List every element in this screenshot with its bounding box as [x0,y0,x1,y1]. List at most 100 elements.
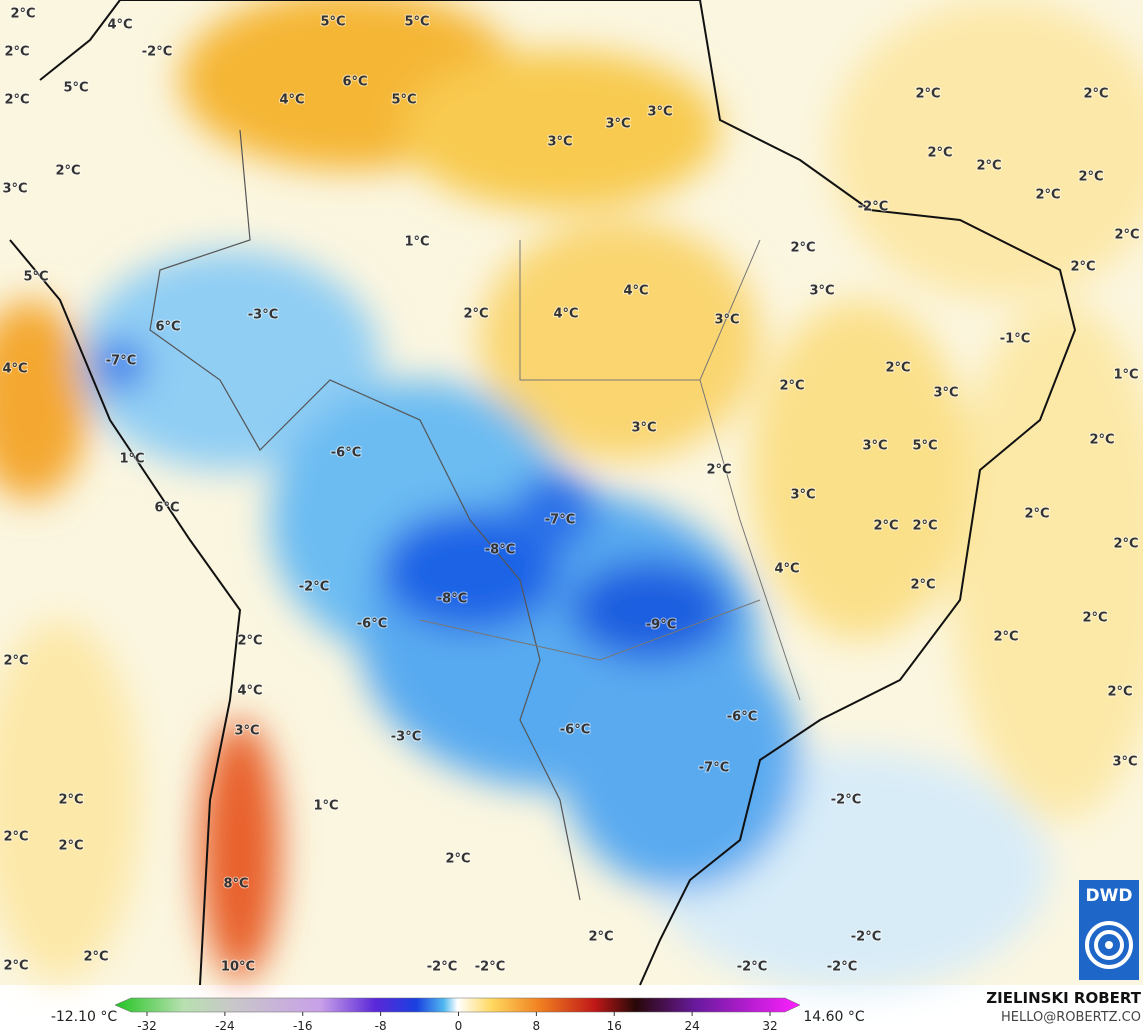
colorbar-ticks: -32 -24 -16 -8 0 8 16 24 32 [137,1012,778,1033]
temperature-label: -2°C [827,960,857,975]
temperature-label: 3°C [547,135,572,150]
temperature-label: -6°C [331,446,361,461]
temperature-label: 2°C [4,93,29,108]
temperature-label: 2°C [58,793,83,808]
temperature-label: 3°C [862,439,887,454]
dwd-logo: DWD [1079,880,1139,980]
temperature-label: 2°C [10,7,35,22]
temperature-label: 2°C [927,146,952,161]
temperature-label: 2°C [1024,507,1049,522]
temperature-label: 4°C [237,684,262,699]
temperature-label: 3°C [1112,755,1137,770]
temperature-label: 2°C [237,634,262,649]
temperature-label: -3°C [391,730,421,745]
colorbar-tick-label: -24 [215,1019,235,1033]
temperature-label: -3°C [248,308,278,323]
temperature-label: 2°C [912,519,937,534]
temperature-label: 2°C [1035,188,1060,203]
colorbar-tick-label: 8 [533,1019,541,1033]
temperature-label: -2°C [737,960,767,975]
author-credit: ZIELINSKI ROBERT [986,989,1141,1007]
colorbar-tick-label: -32 [137,1019,157,1033]
contact-credit: HELLO@ROBERTZ.CO [1001,1010,1141,1025]
temperature-label: 2°C [3,830,28,845]
colorbar-tick-label: 16 [607,1019,622,1033]
colorbar-tick-label: 32 [762,1019,777,1033]
temperature-label: -7°C [699,761,729,776]
temperature-label: 5°C [63,81,88,96]
temperature-label: -2°C [475,960,505,975]
temperature-label: 3°C [714,313,739,328]
temperature-label: 2°C [993,630,1018,645]
temperature-label: -6°C [357,617,387,632]
temperature-label: 6°C [342,75,367,90]
temperature-label: 2°C [3,654,28,669]
temperature-label: 3°C [234,724,259,739]
temperature-label: 2°C [1113,537,1138,552]
temperature-label: 2°C [976,159,1001,174]
temperature-label: 2°C [873,519,898,534]
temperature-label: 2°C [83,950,108,965]
temperature-label: 2°C [3,959,28,974]
temperature-label: 4°C [279,93,304,108]
map-labels: 2°C 4°C -2°C 5°C 5°C 2°C 6°C 4°C 5°C 5°C 2°C 3°C 3°C… [1,6,1140,976]
temperature-label: 3°C [631,421,656,436]
temperature-label: 5°C [320,15,345,30]
temperature-label: 4°C [553,307,578,322]
temperature-label: 1°C [1113,368,1138,383]
temperature-label: -2°C [858,200,888,215]
temperature-label: 3°C [605,117,630,132]
temperature-label: 2°C [910,578,935,593]
temperature-label: 3°C [933,386,958,401]
temperature-label: 4°C [2,362,27,377]
temperature-label: 2°C [1078,170,1103,185]
temperature-label: 2°C [445,852,470,867]
temperature-label: 2°C [463,307,488,322]
temperature-label: 3°C [2,182,27,197]
temperature-label: 2°C [1107,685,1132,700]
temperature-label: 4°C [107,18,132,33]
colorbar-ramp [114,997,801,1013]
colorbar-min-label: -12.10 °C [51,1009,118,1025]
temperature-label: 6°C [155,320,180,335]
temperature-label: 1°C [404,235,429,250]
temperature-label: 2°C [1070,260,1095,275]
temperature-label: 3°C [790,488,815,503]
colorbar-max-label: 14.60 °C [803,1009,865,1025]
temperature-label: 2°C [1114,228,1139,243]
temperature-label: -2°C [299,580,329,595]
temperature-label: 2°C [1082,611,1107,626]
temperature-label: 2°C [4,45,29,60]
temperature-label: -2°C [831,793,861,808]
colorbar-tick-label: -16 [293,1019,313,1033]
temperature-label: 1°C [313,799,338,814]
temperature-label: -6°C [727,710,757,725]
temperature-label: 2°C [779,379,804,394]
temperature-label: -8°C [485,543,515,558]
colorbar: -12.10 °C 14.60 °C -32 -24 -16 -8 0 8 16 24 32 [51,997,865,1033]
temperature-label: -6°C [560,723,590,738]
temperature-label: 2°C [58,839,83,854]
temperature-label: 2°C [55,164,80,179]
temperature-label: 5°C [404,15,429,30]
temperature-label: -1°C [1000,332,1030,347]
temperature-label: 4°C [623,284,648,299]
temperature-label: -8°C [437,592,467,607]
map-background [0,0,1143,990]
temperature-label: 2°C [1089,433,1114,448]
logo-text: DWD [1086,886,1133,906]
temperature-label: 2°C [885,361,910,376]
temperature-label: 3°C [647,105,672,120]
temperature-label: -7°C [106,354,136,369]
colorbar-tick-label: 0 [455,1019,463,1033]
temperature-label: 4°C [774,562,799,577]
temperature-label: 2°C [790,241,815,256]
temperature-label: 1°C [119,452,144,467]
temperature-label: 6°C [154,501,179,516]
temperature-label: -7°C [545,513,575,528]
temperature-label: 3°C [809,284,834,299]
temperature-label: 5°C [391,93,416,108]
temperature-label: 2°C [1083,87,1108,102]
temperature-label: -9°C [646,618,676,633]
